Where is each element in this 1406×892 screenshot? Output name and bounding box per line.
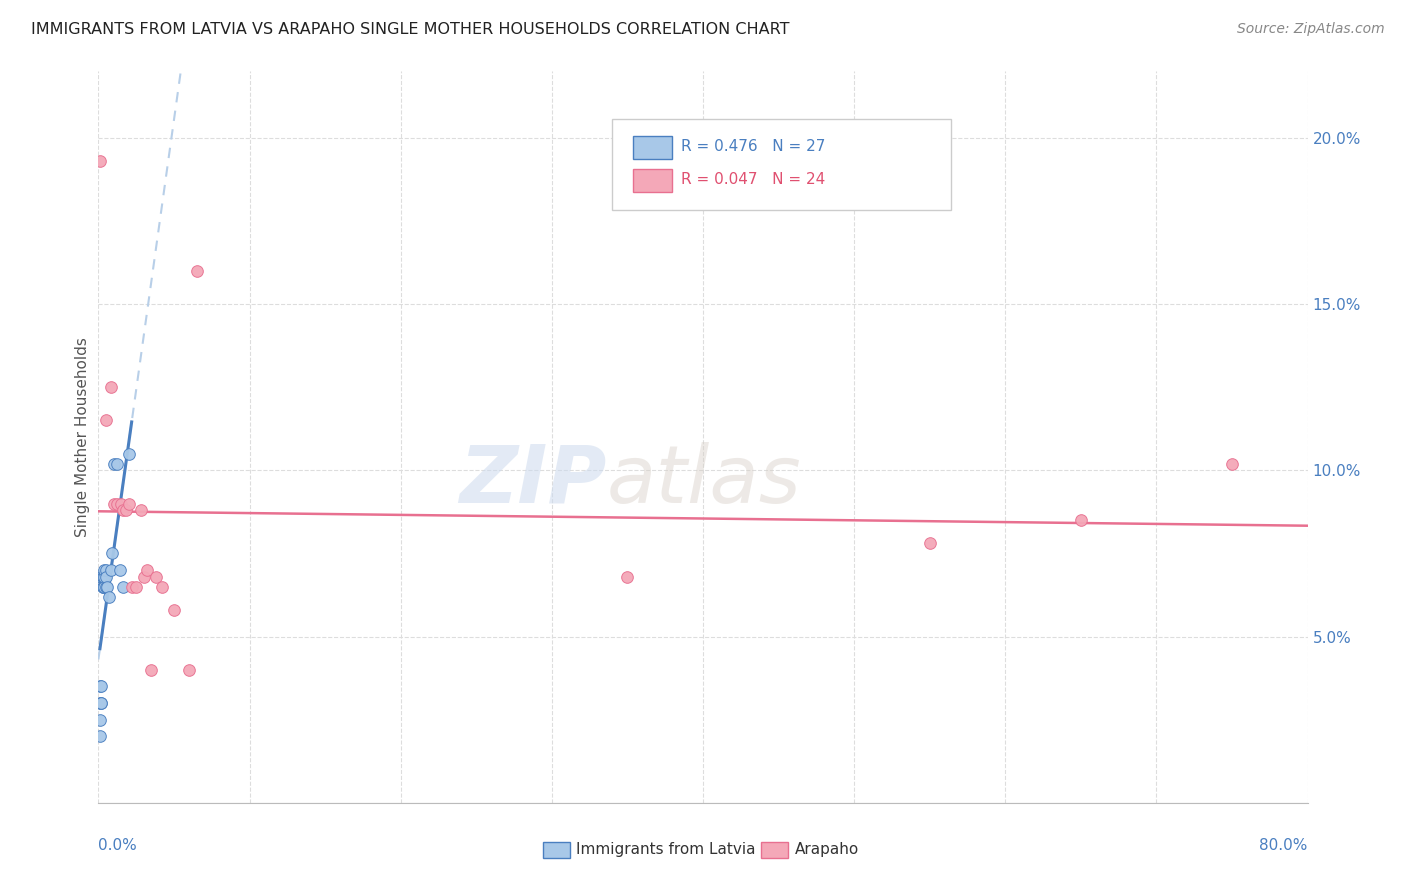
- Point: [89, 680, 111, 694]
- Point: [118, 447, 141, 461]
- Point: [616, 570, 638, 584]
- Point: [114, 503, 136, 517]
- Point: [179, 663, 201, 677]
- Point: [90, 570, 112, 584]
- Point: [186, 264, 208, 278]
- Text: 0.0%: 0.0%: [98, 838, 138, 853]
- Point: [110, 497, 132, 511]
- Point: [89, 713, 111, 727]
- Text: Source: ZipAtlas.com: Source: ZipAtlas.com: [1237, 22, 1385, 37]
- Point: [1070, 513, 1092, 527]
- Point: [93, 570, 115, 584]
- Y-axis label: Single Mother Households: Single Mother Households: [75, 337, 90, 537]
- Point: [125, 580, 148, 594]
- Point: [93, 580, 115, 594]
- Point: [90, 680, 112, 694]
- Point: [105, 457, 128, 471]
- Point: [94, 580, 117, 594]
- Bar: [761, 841, 787, 858]
- Text: atlas: atlas: [606, 442, 801, 520]
- Point: [96, 580, 118, 594]
- FancyBboxPatch shape: [613, 119, 950, 211]
- Point: [103, 457, 125, 471]
- Point: [91, 570, 114, 584]
- Point: [100, 380, 122, 394]
- Point: [89, 729, 111, 743]
- Bar: [633, 169, 672, 192]
- Point: [163, 603, 186, 617]
- Point: [103, 497, 125, 511]
- Point: [111, 580, 134, 594]
- Point: [90, 696, 112, 710]
- Text: R = 0.047   N = 24: R = 0.047 N = 24: [682, 172, 825, 187]
- Point: [100, 563, 122, 577]
- Point: [94, 563, 117, 577]
- Text: IMMIGRANTS FROM LATVIA VS ARAPAHO SINGLE MOTHER HOUSEHOLDS CORRELATION CHART: IMMIGRANTS FROM LATVIA VS ARAPAHO SINGLE…: [31, 22, 789, 37]
- Point: [145, 570, 167, 584]
- Point: [111, 503, 134, 517]
- Point: [94, 413, 117, 427]
- Point: [118, 497, 141, 511]
- Point: [90, 696, 112, 710]
- Point: [135, 563, 157, 577]
- Point: [132, 570, 155, 584]
- Text: 80.0%: 80.0%: [1260, 838, 1308, 853]
- Bar: [543, 841, 569, 858]
- Point: [89, 696, 111, 710]
- Point: [141, 663, 163, 677]
- Point: [150, 580, 173, 594]
- Point: [93, 563, 115, 577]
- Point: [1220, 457, 1243, 471]
- Point: [91, 570, 114, 584]
- Point: [918, 536, 941, 550]
- Point: [129, 503, 152, 517]
- Point: [101, 546, 124, 560]
- Point: [91, 580, 114, 594]
- Point: [89, 154, 111, 169]
- Point: [98, 590, 121, 604]
- Bar: [633, 136, 672, 159]
- Text: Immigrants from Latvia: Immigrants from Latvia: [576, 842, 755, 857]
- Point: [121, 580, 143, 594]
- Point: [94, 570, 117, 584]
- Text: R = 0.476   N = 27: R = 0.476 N = 27: [682, 139, 825, 154]
- Point: [105, 497, 128, 511]
- Text: Arapaho: Arapaho: [794, 842, 859, 857]
- Point: [108, 563, 131, 577]
- Point: [91, 580, 114, 594]
- Text: ZIP: ZIP: [458, 442, 606, 520]
